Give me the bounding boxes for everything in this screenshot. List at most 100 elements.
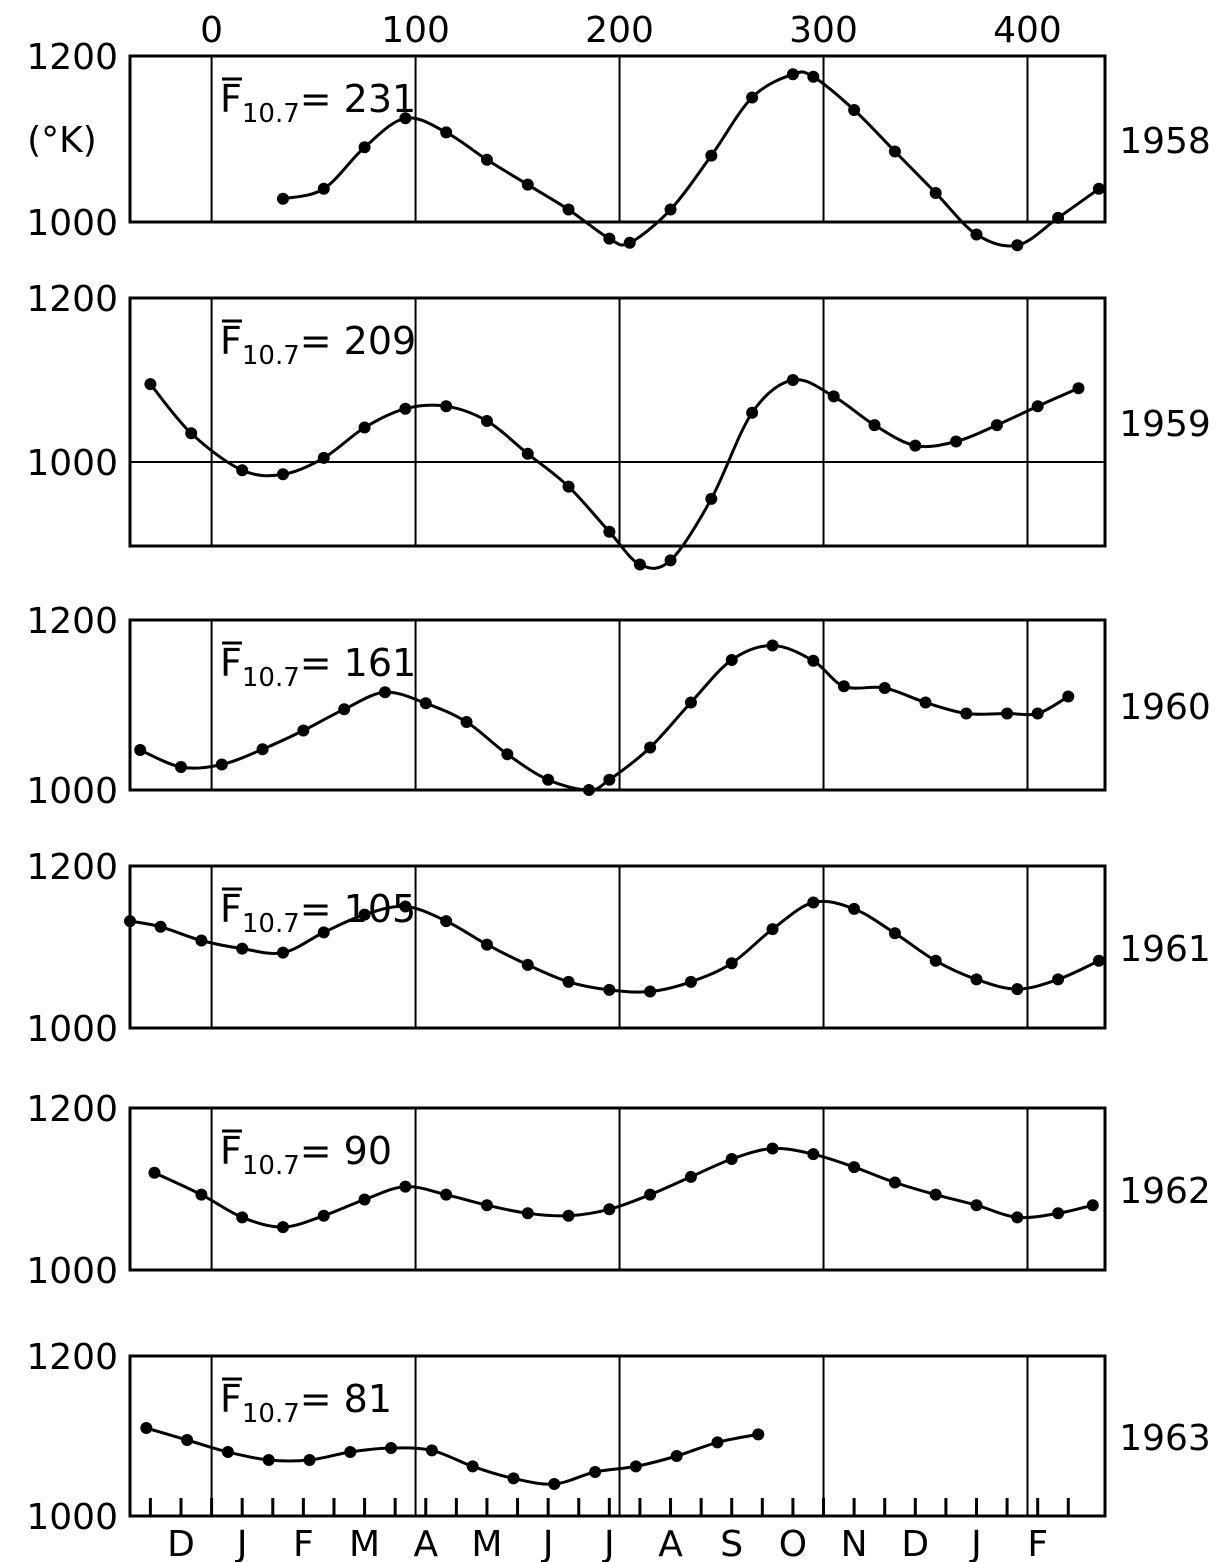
data-point [195, 934, 208, 947]
data-point [521, 958, 534, 971]
data-point [358, 421, 371, 434]
flux-label: F10.7= 209 [220, 319, 416, 371]
month-label: A [413, 1524, 438, 1562]
data-point [807, 896, 820, 909]
data-point [276, 192, 289, 205]
data-point [633, 558, 646, 571]
data-point [603, 773, 616, 786]
data-point [644, 741, 657, 754]
data-point [868, 419, 881, 432]
data-point [276, 1221, 289, 1234]
data-point [725, 957, 738, 970]
month-label: M [349, 1524, 380, 1562]
month-label: J [969, 1524, 982, 1562]
data-point [848, 103, 861, 116]
month-label: J [602, 1524, 615, 1562]
top-tick-label: 300 [789, 10, 858, 51]
data-point [603, 1203, 616, 1216]
data-point [174, 761, 187, 774]
data-point [542, 773, 555, 786]
data-point [684, 696, 697, 709]
data-point [623, 236, 636, 249]
data-point [950, 435, 963, 448]
data-point [766, 1142, 779, 1155]
flux-label: F10.7= 231 [220, 77, 416, 129]
month-label: D [167, 1524, 195, 1562]
panel-1958: 1000 1200 1958 F10.7= 231 [26, 37, 1211, 252]
data-point [1052, 973, 1065, 986]
data-point [705, 492, 718, 505]
data-point [786, 68, 799, 81]
data-point [684, 975, 697, 988]
data-point [195, 1188, 208, 1201]
data-point [460, 716, 473, 728]
data-point [134, 744, 147, 757]
data-point [589, 1466, 602, 1478]
data-point [746, 406, 759, 419]
data-point [603, 983, 616, 996]
month-label: A [658, 1524, 683, 1562]
data-point [425, 1444, 438, 1457]
data-point [909, 439, 922, 452]
data-point [848, 902, 861, 915]
data-point [807, 1148, 820, 1161]
month-label: D [901, 1524, 929, 1562]
data-point [582, 784, 595, 796]
series-line [149, 378, 1080, 570]
month-label: M [471, 1524, 502, 1562]
flux-label: F10.7= 161 [220, 641, 416, 693]
data-point [440, 1188, 453, 1201]
data-point [181, 1434, 194, 1446]
data-point [399, 1180, 412, 1193]
data-point [236, 464, 249, 477]
data-point [919, 696, 932, 709]
panel-frame [128, 54, 1107, 224]
month-label: N [841, 1524, 868, 1562]
data-point [562, 975, 575, 988]
data-point [1052, 1207, 1065, 1220]
data-point [466, 1460, 479, 1473]
y-tick-label: 1200 [26, 37, 118, 78]
data-point [236, 942, 249, 955]
data-point [929, 954, 942, 967]
y-tick-label: 1200 [26, 847, 118, 888]
data-point [262, 1454, 275, 1466]
data-point [140, 1422, 153, 1434]
data-point [358, 141, 371, 154]
data-point [888, 1176, 901, 1189]
data-point [929, 1188, 942, 1201]
data-point [144, 378, 157, 391]
data-point [256, 743, 269, 756]
y-unit-label: (°K) [27, 120, 97, 161]
data-point [603, 232, 616, 245]
panel-frame [128, 618, 1107, 792]
data-point [837, 680, 850, 693]
data-point [970, 228, 983, 241]
data-point [501, 748, 514, 761]
year-label: 1962 [1119, 1171, 1211, 1212]
data-point [1092, 954, 1105, 967]
y-tick-label: 1000 [26, 1251, 118, 1292]
y-tick-label: 1000 [26, 203, 118, 244]
data-point [807, 654, 820, 667]
data-point [338, 703, 351, 716]
data-point [276, 946, 289, 959]
flux-value: 161 [344, 641, 417, 685]
data-point [1072, 382, 1085, 395]
y-tick-label: 1000 [26, 1009, 118, 1050]
data-point [1011, 239, 1024, 252]
data-point [664, 554, 677, 567]
data-point [786, 374, 799, 386]
flux-value: 81 [344, 1377, 392, 1421]
data-point [236, 1211, 249, 1224]
data-point [1001, 707, 1014, 720]
data-point [480, 415, 493, 427]
y-tick-label: 1200 [26, 1337, 118, 1378]
data-point [888, 145, 901, 158]
panel-1963: 1000 1200 1963 F10.7= 81 [26, 1337, 1210, 1538]
data-point [746, 91, 759, 104]
data-point [848, 1161, 861, 1174]
data-point [562, 203, 575, 216]
data-point [807, 70, 820, 83]
data-point [148, 1166, 161, 1179]
